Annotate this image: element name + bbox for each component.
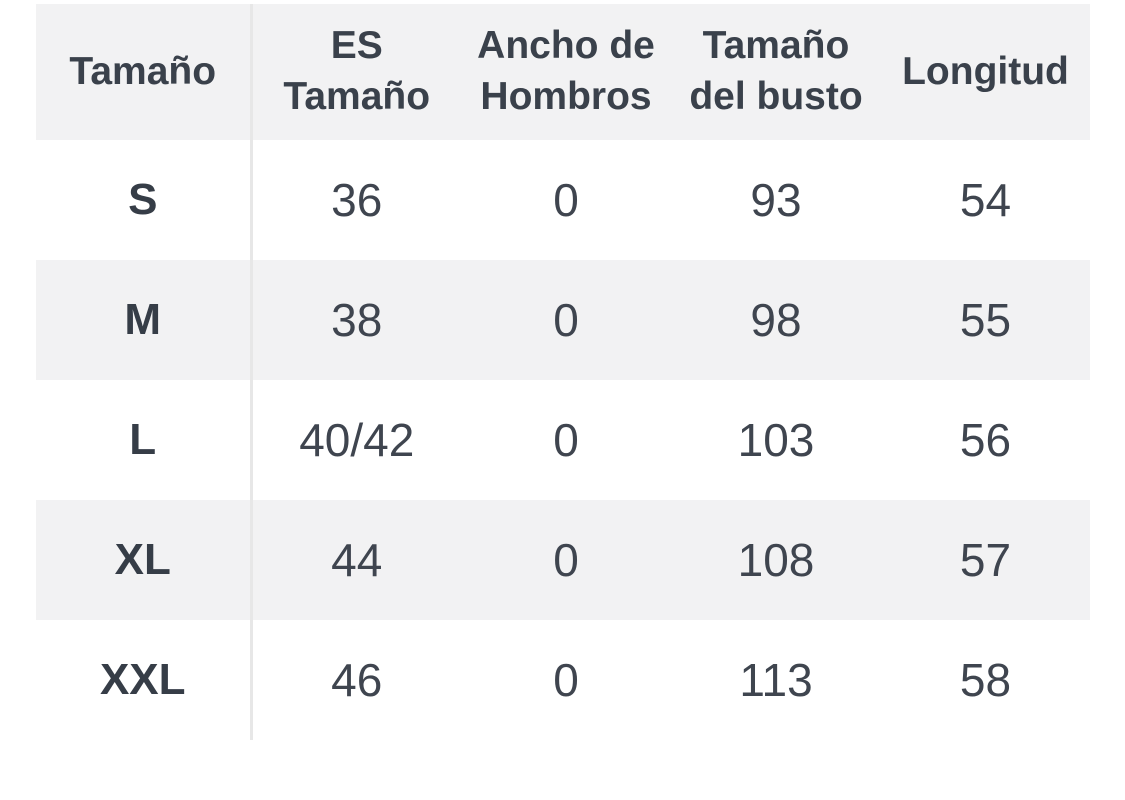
value-cell: 57 bbox=[959, 534, 1012, 586]
value-cell: 56 bbox=[959, 414, 1012, 466]
value-cell: 55 bbox=[959, 294, 1012, 346]
size-cell: S bbox=[36, 140, 253, 260]
value-cell: 46 bbox=[331, 654, 383, 706]
column-header-es-size: ES Tamaño bbox=[283, 24, 431, 118]
size-chart-table: Tamaño ES Tamaño Ancho de Hombros Tamaño… bbox=[36, 4, 1092, 740]
value-cell: 54 bbox=[959, 174, 1012, 226]
size-cell: XXL bbox=[36, 620, 253, 740]
header-row: Tamaño ES Tamaño Ancho de Hombros Tamaño… bbox=[36, 4, 1090, 140]
table-body: S 36 0 93 54 M 38 0 98 55 L 40/42 0 103 56 XL 44 0 108 57 XX… bbox=[36, 140, 1090, 740]
value-cell: 38 bbox=[331, 294, 383, 346]
value-cell: 0 bbox=[553, 654, 579, 706]
column-header-bust-size: Tamaño del busto bbox=[689, 24, 863, 118]
table-header: Tamaño ES Tamaño Ancho de Hombros Tamaño… bbox=[36, 4, 1090, 140]
value-cell: 98 bbox=[750, 294, 802, 346]
table-row: L 40/42 0 103 56 bbox=[36, 380, 1090, 500]
value-cell: 108 bbox=[737, 534, 815, 586]
value-cell: 0 bbox=[553, 534, 579, 586]
table-row: M 38 0 98 55 bbox=[36, 260, 1090, 380]
value-cell: 58 bbox=[959, 654, 1012, 706]
size-cell: L bbox=[36, 380, 253, 500]
value-cell: 44 bbox=[331, 534, 383, 586]
value-cell: 113 bbox=[739, 654, 813, 706]
size-cell: XL bbox=[36, 500, 253, 620]
value-cell: 0 bbox=[553, 174, 579, 226]
size-cell: M bbox=[36, 260, 253, 380]
table-row: XL 44 0 108 57 bbox=[36, 500, 1090, 620]
value-cell: 103 bbox=[737, 414, 815, 466]
value-cell: 36 bbox=[331, 174, 383, 226]
column-header-size: Tamaño bbox=[36, 4, 253, 140]
table-row: S 36 0 93 54 bbox=[36, 140, 1090, 260]
value-cell: 0 bbox=[553, 414, 579, 466]
value-cell: 0 bbox=[553, 294, 579, 346]
column-header-length: Longitud bbox=[902, 49, 1069, 93]
value-cell: 40/42 bbox=[299, 414, 415, 466]
value-cell: 93 bbox=[750, 174, 802, 226]
column-header-shoulder-width: Ancho de Hombros bbox=[477, 24, 655, 118]
table-row: XXL 46 0 113 58 bbox=[36, 620, 1090, 740]
